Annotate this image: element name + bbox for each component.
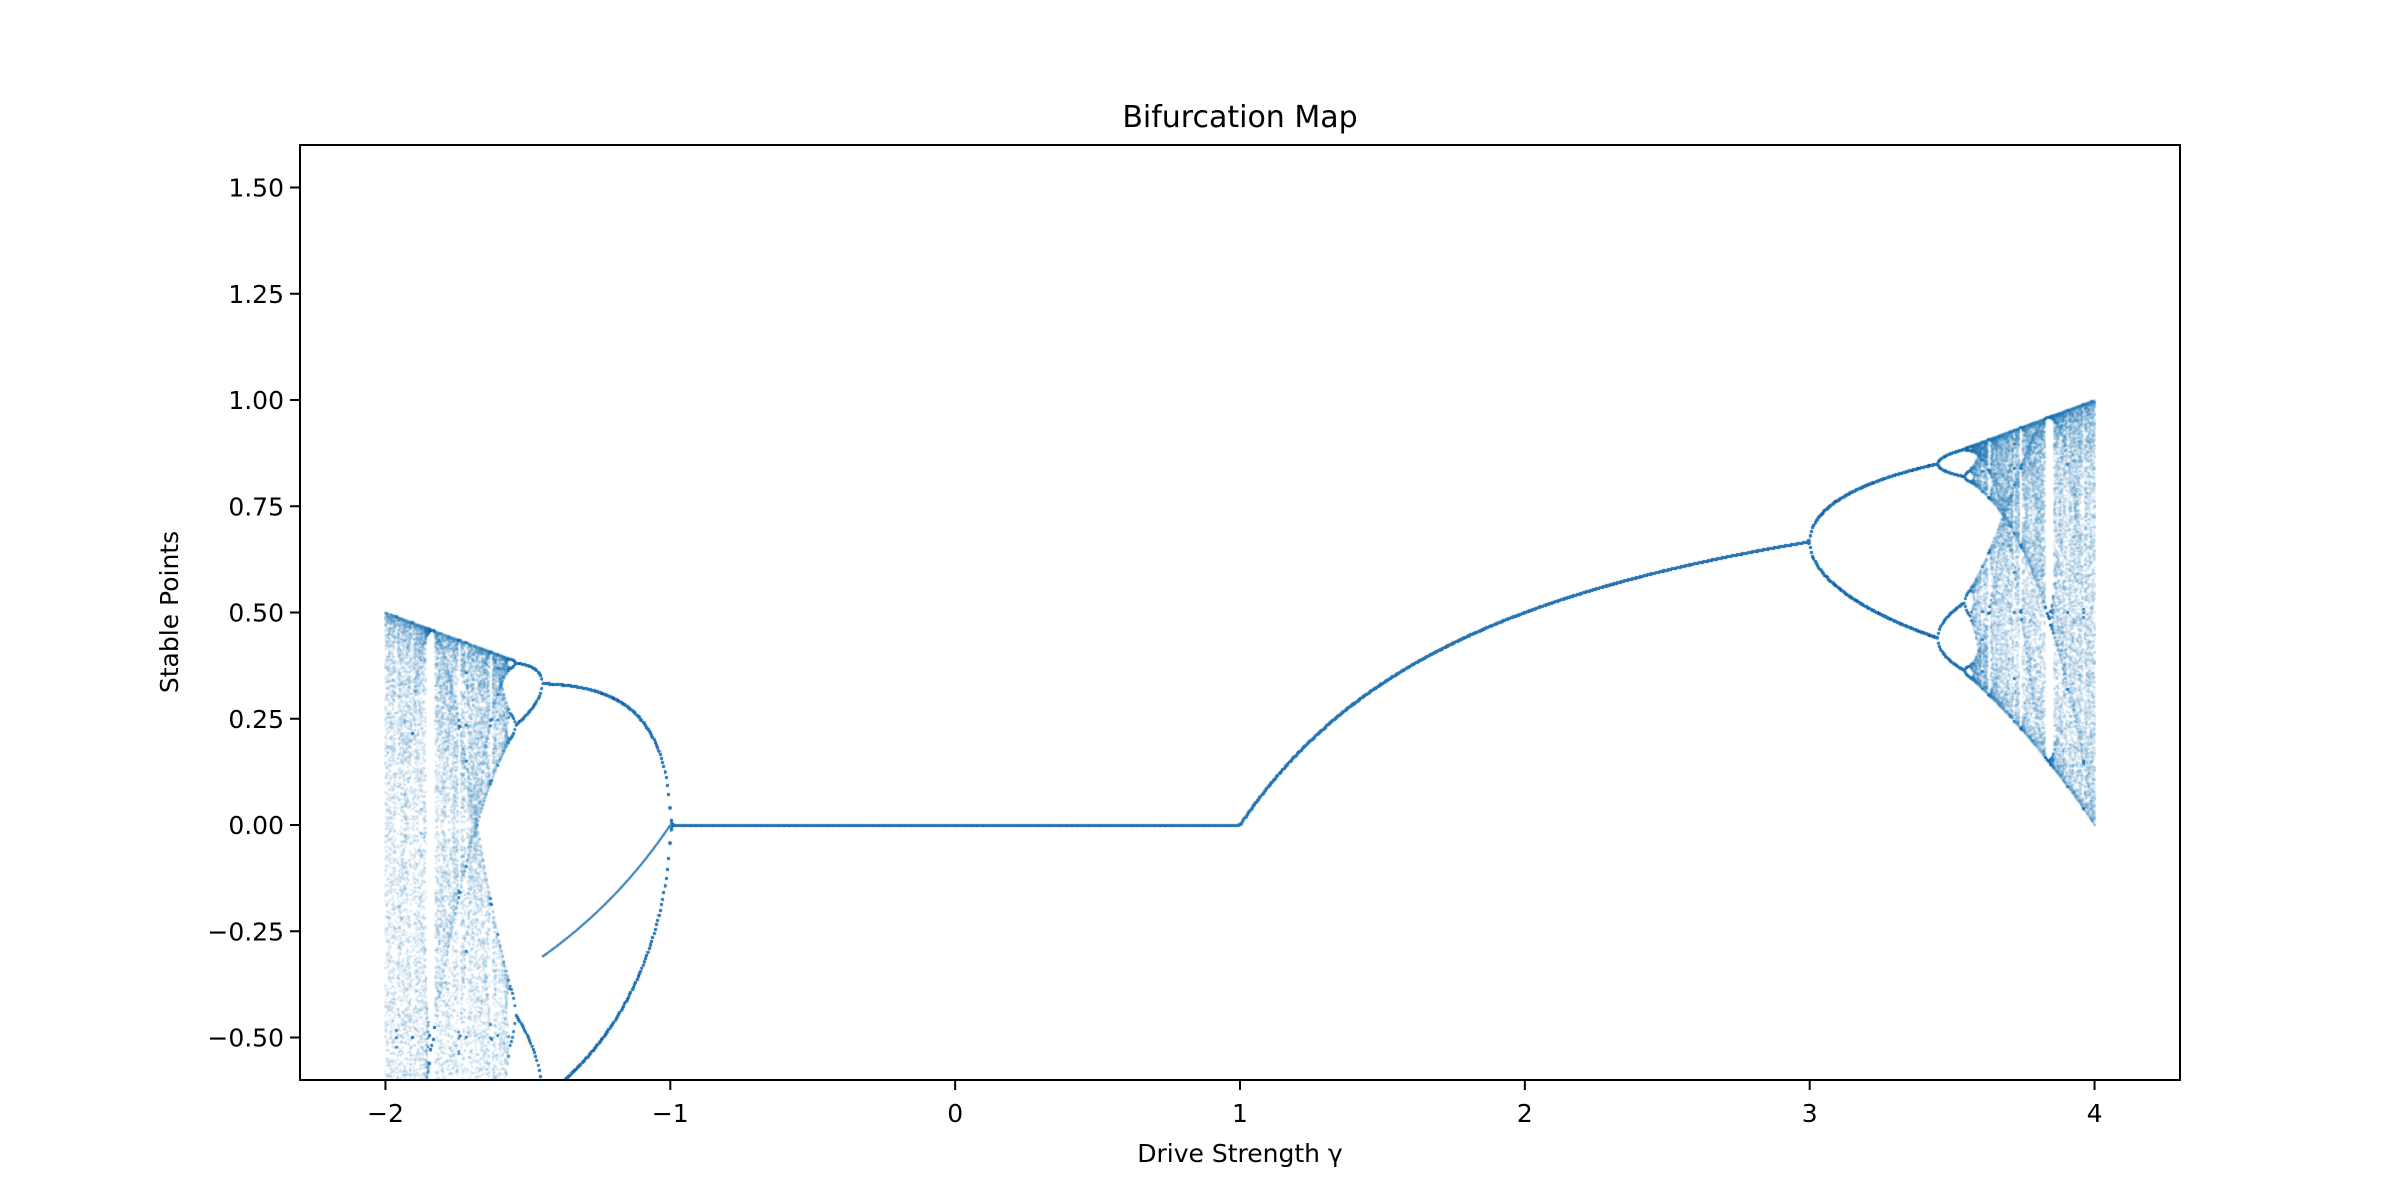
y-tick-label: 1.50: [228, 174, 284, 203]
x-tick-label: −2: [367, 1099, 404, 1128]
x-tick-label: 1: [1232, 1099, 1248, 1128]
x-tick-label: 4: [2087, 1099, 2103, 1128]
x-tick-label: 2: [1517, 1099, 1533, 1128]
y-tick-label: −0.25: [207, 917, 284, 946]
y-tick-label: 1.00: [228, 386, 284, 415]
chart-title: Bifurcation Map: [1122, 100, 1357, 135]
x-tick-label: 3: [1802, 1099, 1818, 1128]
y-tick-label: 0.75: [228, 492, 284, 521]
y-tick-label: −0.50: [207, 1024, 284, 1053]
x-tick-label: 0: [947, 1099, 963, 1128]
y-tick-label: 0.00: [228, 811, 284, 840]
scatter-points: [300, 145, 2180, 1080]
y-tick-label: 0.25: [228, 705, 284, 734]
x-tick-label: −1: [652, 1099, 689, 1128]
y-tick-label: 1.25: [228, 280, 284, 309]
y-axis: −0.50 −0.25 0.00 0.25 0.50 0.75 1.00 1.25 1.50: [207, 174, 300, 1053]
x-axis: −2 −1 0 1 2 3 4: [367, 1080, 2102, 1128]
y-tick-label: 0.50: [228, 599, 284, 628]
x-axis-label: Drive Strength γ: [1137, 1139, 1343, 1168]
y-axis-label: Stable Points: [155, 531, 184, 693]
